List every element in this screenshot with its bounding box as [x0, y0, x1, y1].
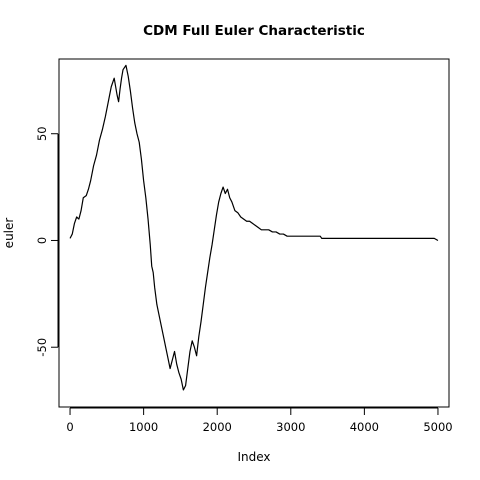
x-tick-label: 4000 — [350, 420, 379, 434]
x-tick-label: 0 — [66, 420, 73, 434]
chart-title: CDM Full Euler Characteristic — [143, 23, 365, 39]
x-axis-label: Index — [237, 450, 270, 464]
plot-line-group — [69, 64, 439, 391]
y-axis-label: euler — [2, 218, 16, 249]
x-tick-label: 3000 — [276, 420, 305, 434]
y-tick-label: 50 — [35, 126, 49, 141]
x-axis: 0 1000 2000 3000 4000 5000 — [66, 407, 453, 434]
y-axis: -50 0 50 — [35, 126, 59, 357]
x-tick-label: 5000 — [423, 420, 452, 434]
series-line-0 — [69, 64, 439, 391]
y-tick-label: -50 — [35, 338, 49, 357]
x-tick-label: 1000 — [129, 420, 158, 434]
x-tick-label: 2000 — [203, 420, 232, 434]
y-tick-label: 0 — [35, 237, 49, 244]
plot-frame — [58, 58, 450, 408]
